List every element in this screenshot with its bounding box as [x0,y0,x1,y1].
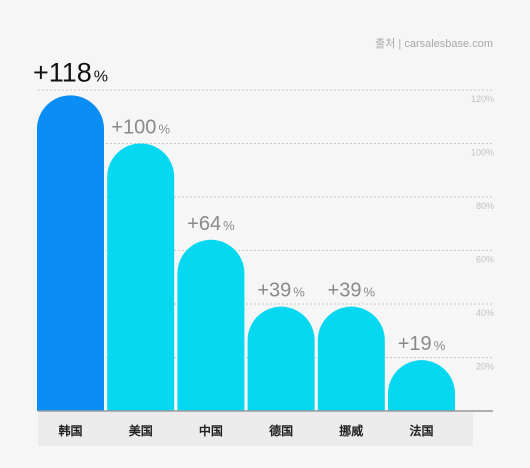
value-label-挪威: +39% [328,280,376,302]
value-labels: +118 %+100 %+64 %+39% +39 %+19% [33,57,446,355]
y-tick-label-20: 20% [476,362,494,372]
bar-美国 [107,143,175,411]
y-tick-label-100: 100% [471,148,494,158]
bar-中国 [177,239,245,411]
x-axis-labels: 韩国 美国 中国 德国 挪威 法国 [58,423,433,438]
x-label-韩国: 韩国 [58,423,82,438]
value-percent-sign: % [158,122,170,137]
bar-韩国 [37,95,104,411]
value-number: +100 [111,117,156,139]
value-number: +118 [33,57,92,87]
value-number: +39 [328,280,362,302]
x-label-band [38,412,473,446]
x-label-法国: 法国 [409,423,433,438]
bar-德国 [247,306,315,411]
value-number: +19 [398,333,432,355]
bar-法国 [388,360,455,411]
x-label-中国: 中国 [199,423,223,438]
value-percent-sign: % [94,68,108,85]
y-tick-label-80: 80% [476,201,494,211]
y-tick-label-40: 40% [476,308,494,318]
value-label-法国: +19% [398,333,446,355]
x-label-德国: 德国 [269,423,293,438]
bar-挪威 [317,306,385,411]
y-tick-label-120: 120% [471,94,494,104]
y-tick-label-60: 60% [476,255,494,265]
value-percent-sign: % [363,285,375,300]
value-number: +39 [257,280,291,302]
y-axis-ticks: 20% 40% 60% 80% 100% 120% [471,94,494,372]
x-label-美国: 美国 [129,423,153,438]
value-number: +64 [187,213,221,235]
value-percent-sign: % [293,285,305,300]
x-label-挪威: 挪威 [339,423,363,438]
value-label-韩国: +118% [33,57,108,87]
value-percent-sign: % [223,218,235,233]
bars [37,95,455,411]
value-percent-sign: % [434,338,446,353]
source-credit: 출처 | carsalesbase.com [375,37,493,50]
value-label-中国: +64% [187,213,235,235]
value-label-德国: +39% [257,280,305,302]
value-label-美国: +100% [111,117,170,139]
